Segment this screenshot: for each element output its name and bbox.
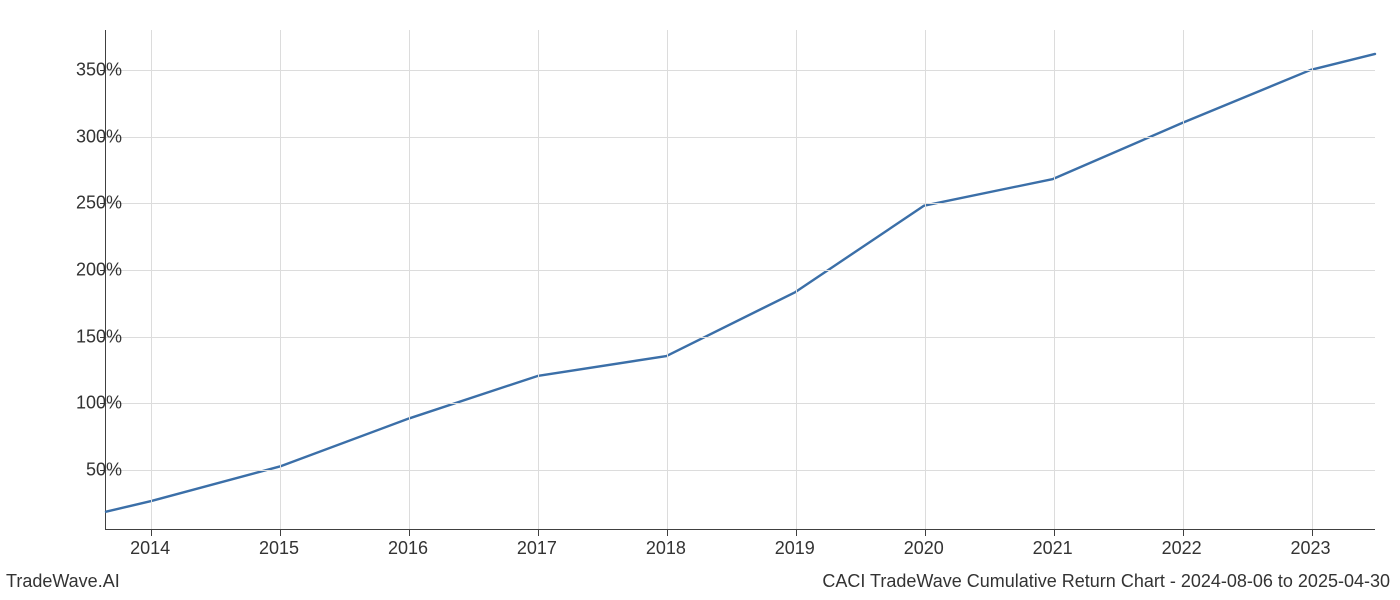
y-tick-label: 150%: [76, 326, 122, 347]
x-tick-label: 2016: [388, 538, 428, 559]
grid-line-vertical: [796, 30, 797, 529]
grid-line-horizontal: [106, 70, 1375, 71]
y-tick-label: 300%: [76, 126, 122, 147]
x-tick-mark: [1183, 530, 1184, 536]
grid-line-vertical: [538, 30, 539, 529]
x-tick-label: 2019: [775, 538, 815, 559]
grid-line-vertical: [151, 30, 152, 529]
x-tick-mark: [538, 530, 539, 536]
y-tick-label: 200%: [76, 260, 122, 281]
grid-line-horizontal: [106, 270, 1375, 271]
grid-line-horizontal: [106, 137, 1375, 138]
x-tick-label: 2021: [1033, 538, 1073, 559]
chart-plot-area: [105, 30, 1375, 530]
x-tick-mark: [1312, 530, 1313, 536]
plot-rect: [105, 30, 1375, 530]
grid-line-vertical: [1054, 30, 1055, 529]
y-tick-label: 350%: [76, 60, 122, 81]
grid-line-vertical: [280, 30, 281, 529]
grid-line-vertical: [925, 30, 926, 529]
x-tick-label: 2014: [130, 538, 170, 559]
grid-line-vertical: [1183, 30, 1184, 529]
x-tick-label: 2017: [517, 538, 557, 559]
footer-left-text: TradeWave.AI: [6, 571, 120, 592]
grid-line-vertical: [1312, 30, 1313, 529]
grid-line-vertical: [409, 30, 410, 529]
line-series-svg: [106, 30, 1375, 529]
x-tick-label: 2022: [1162, 538, 1202, 559]
x-tick-label: 2018: [646, 538, 686, 559]
y-tick-label: 50%: [86, 460, 122, 481]
grid-line-horizontal: [106, 470, 1375, 471]
y-tick-label: 250%: [76, 193, 122, 214]
cumulative-return-line: [106, 54, 1375, 512]
x-tick-label: 2015: [259, 538, 299, 559]
grid-line-horizontal: [106, 337, 1375, 338]
x-tick-label: 2023: [1291, 538, 1331, 559]
x-tick-mark: [667, 530, 668, 536]
y-tick-label: 100%: [76, 393, 122, 414]
footer-right-text: CACI TradeWave Cumulative Return Chart -…: [822, 571, 1390, 592]
grid-line-horizontal: [106, 203, 1375, 204]
x-tick-mark: [151, 530, 152, 536]
x-tick-mark: [1054, 530, 1055, 536]
x-tick-mark: [796, 530, 797, 536]
grid-line-horizontal: [106, 403, 1375, 404]
x-tick-mark: [925, 530, 926, 536]
x-tick-label: 2020: [904, 538, 944, 559]
grid-line-vertical: [667, 30, 668, 529]
x-tick-mark: [409, 530, 410, 536]
x-tick-mark: [280, 530, 281, 536]
